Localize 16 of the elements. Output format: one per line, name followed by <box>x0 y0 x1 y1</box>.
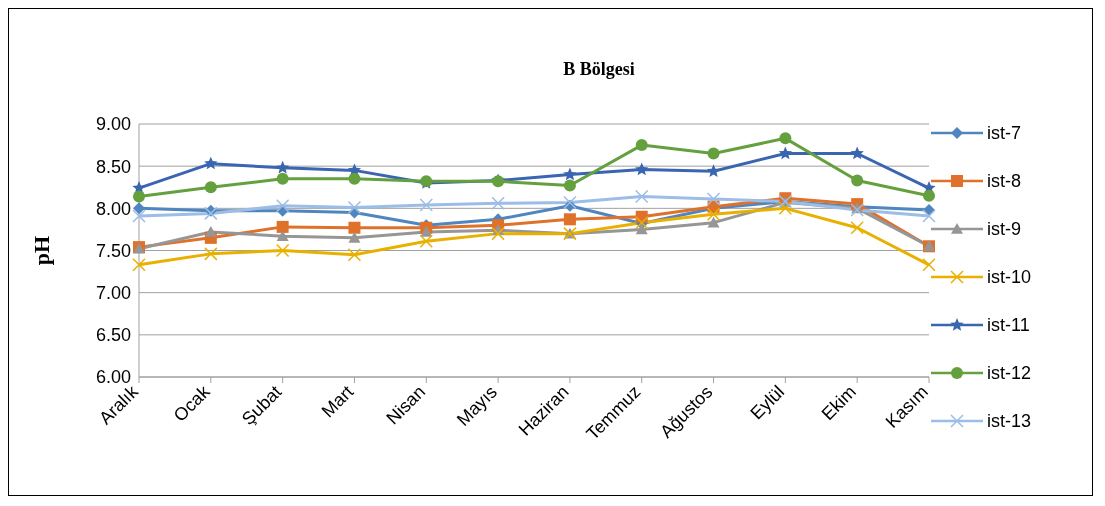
legend-label: ist-9 <box>987 218 1022 240</box>
legend-label: ist-7 <box>987 122 1022 144</box>
legend-label: ist-12 <box>987 362 1032 384</box>
y-tick-label: 7.00 <box>95 283 131 304</box>
y-axis-title: pH <box>28 235 54 266</box>
y-tick-label: 8.00 <box>95 198 131 219</box>
y-tick-label: 6.50 <box>95 325 131 346</box>
legend-label: ist-10 <box>987 266 1032 288</box>
legend-label: ist-8 <box>987 170 1022 192</box>
y-tick-label: 7.50 <box>95 240 131 261</box>
legend-label: ist-11 <box>987 314 1030 336</box>
y-tick-label: 6.00 <box>95 367 131 388</box>
y-tick-label: 9.00 <box>95 114 131 135</box>
chart-title: B Bölgesi <box>562 59 636 80</box>
legend-label: ist-13 <box>987 410 1032 432</box>
y-tick-label: 8.50 <box>95 156 131 177</box>
